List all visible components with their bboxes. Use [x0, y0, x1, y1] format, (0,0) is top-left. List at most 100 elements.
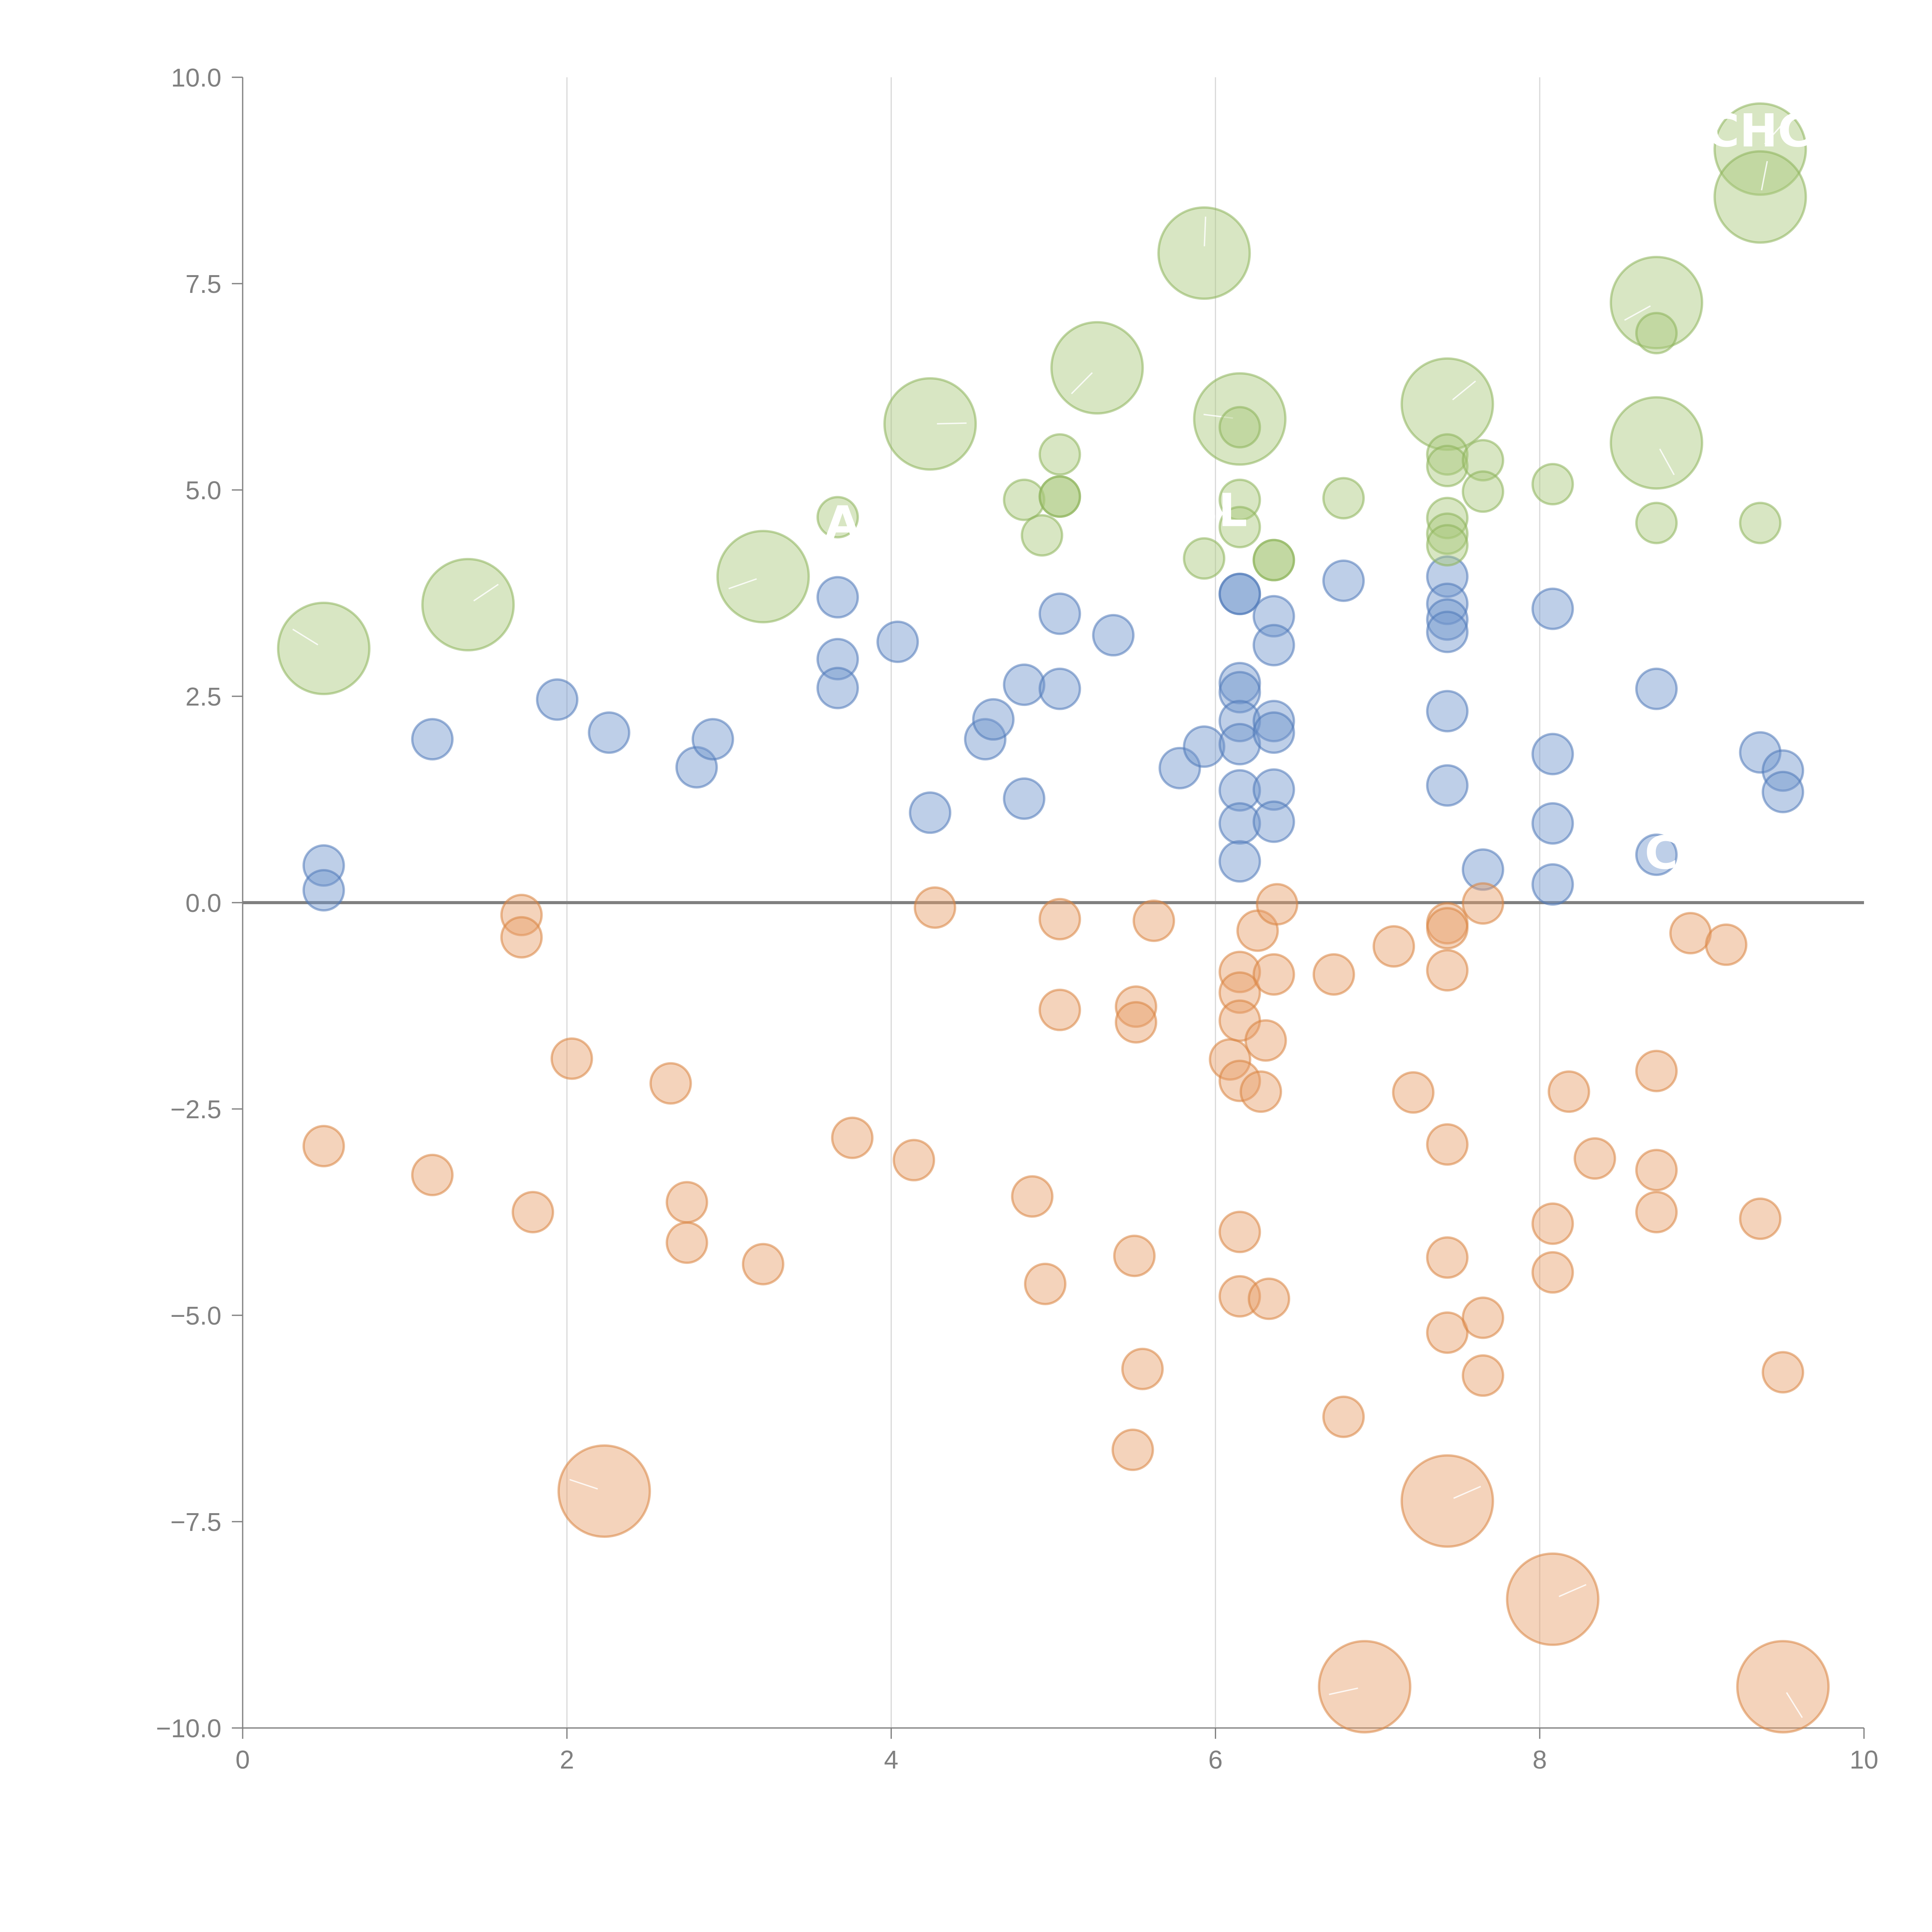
negative-point-leader	[1558, 1584, 1587, 1597]
positive-point	[1635, 833, 1678, 876]
negative-point	[1461, 1354, 1504, 1397]
negative-point	[1705, 923, 1748, 966]
bubble-label: A	[825, 496, 860, 549]
negative-point	[1372, 925, 1415, 968]
negative-point	[1252, 953, 1295, 996]
positive-point	[876, 621, 919, 663]
negative-point	[1218, 1060, 1261, 1102]
y-tick-label: −2.5	[170, 1095, 221, 1124]
positive-point	[1218, 769, 1261, 812]
upper-point	[816, 496, 859, 539]
axes-layer: 0 2 4 6 8 10 10.0 7.5 5.0 2.5 0.0 −2.5 −5.0 −7.5 −10.0	[156, 63, 1878, 1774]
upper-point	[1157, 206, 1251, 300]
upper-point	[1193, 372, 1287, 466]
negative-point	[1248, 1277, 1291, 1320]
negative-point	[665, 1181, 708, 1224]
negative-point	[302, 1125, 345, 1168]
negative-point	[1114, 985, 1157, 1028]
positive-point	[1426, 611, 1469, 653]
negative-point	[1531, 1251, 1574, 1294]
upper-point	[1038, 433, 1081, 476]
upper-point	[1635, 312, 1678, 355]
positive-point	[1158, 747, 1201, 789]
negative-point	[1426, 1123, 1469, 1166]
negative-point	[742, 1243, 784, 1286]
negative-point	[1426, 1311, 1469, 1354]
points-layer	[277, 102, 1830, 1734]
upper-point-leader	[1452, 380, 1476, 401]
upper-point	[1609, 256, 1703, 350]
y-tick-label: 10.0	[171, 63, 221, 92]
y-tick-label: 2.5	[185, 682, 221, 711]
positive-point	[588, 711, 631, 754]
x-tick-label: 4	[884, 1745, 898, 1774]
x-tick-label: 0	[235, 1745, 250, 1774]
upper-point	[1531, 463, 1574, 506]
y-tick-label: −7.5	[170, 1508, 221, 1537]
positive-point	[1218, 671, 1261, 714]
positive-point	[1762, 749, 1804, 792]
positive-point	[1252, 768, 1295, 811]
positive-point	[1531, 863, 1574, 906]
upper-point	[1713, 102, 1807, 196]
positive-point	[1322, 559, 1365, 602]
upper-point	[1609, 396, 1703, 490]
x-tick-label: 6	[1208, 1745, 1223, 1774]
upper-point	[421, 558, 515, 651]
positive-point	[1218, 840, 1261, 883]
negative-point	[649, 1062, 692, 1105]
negative-point	[1548, 1070, 1590, 1113]
positive-point	[1739, 731, 1782, 774]
positive-point	[816, 667, 859, 709]
upper-point	[1426, 433, 1469, 476]
upper-point	[1218, 506, 1261, 549]
positive-point	[1252, 624, 1295, 667]
y-tick-label: −10.0	[156, 1714, 221, 1743]
upper-point-leader	[292, 628, 318, 646]
negative-point	[1426, 1236, 1469, 1279]
negative-point	[512, 1191, 554, 1233]
positive-point	[1531, 587, 1574, 630]
negative-point	[1218, 1211, 1261, 1253]
positive-point	[1218, 723, 1261, 765]
negative-point	[1762, 1351, 1804, 1394]
negative-point	[1240, 1070, 1282, 1113]
positive-point	[536, 678, 579, 721]
positive-point	[1218, 662, 1261, 704]
upper-point	[1426, 512, 1469, 555]
positive-point	[302, 844, 345, 887]
upper-point	[1020, 514, 1063, 557]
negative-point	[1573, 1137, 1616, 1180]
negative-point-leader	[1786, 1692, 1803, 1718]
positive-point	[1531, 733, 1574, 776]
upper-point-leader	[1071, 372, 1093, 395]
negative-point	[913, 886, 956, 929]
negative-point	[1133, 899, 1175, 942]
negative-point-leader	[1329, 1687, 1358, 1695]
positive-point	[1426, 598, 1469, 641]
positive-point	[1252, 595, 1295, 638]
upper-point-leader	[937, 422, 967, 425]
upper-point	[716, 530, 810, 624]
positive-point	[1762, 770, 1804, 813]
upper-point	[1003, 478, 1046, 521]
negative-point	[1736, 1640, 1830, 1734]
positive-point	[816, 576, 859, 619]
positive-point	[1252, 711, 1295, 754]
x-tick-label: 2	[560, 1745, 574, 1774]
negative-point	[411, 1153, 454, 1196]
y-tick-label: 7.5	[185, 270, 221, 299]
positive-point	[1531, 802, 1574, 845]
positive-point	[1252, 800, 1295, 843]
bubble-label: CHC	[1706, 104, 1811, 157]
negative-point	[557, 1444, 651, 1538]
upper-point	[1218, 406, 1261, 449]
y-tick-label: 0.0	[185, 889, 221, 918]
upper-point	[1461, 470, 1504, 513]
negative-point	[1426, 949, 1469, 992]
negative-point	[1426, 907, 1469, 950]
positive-point	[972, 698, 1015, 741]
negative-point	[1400, 1454, 1494, 1548]
negative-point	[1312, 953, 1355, 996]
